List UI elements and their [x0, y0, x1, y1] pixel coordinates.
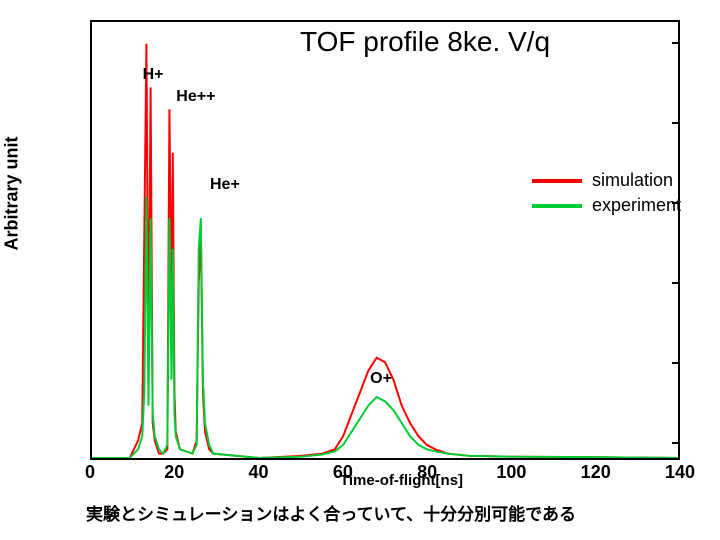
- y-tick-mark: [672, 442, 678, 444]
- x-tick: 40: [249, 462, 269, 483]
- y-tick-mark: [672, 282, 678, 284]
- caption-text: 実験とシミュレーションはよく合っていて、十分分別可能である: [86, 500, 576, 525]
- legend-item-simulation: simulation: [532, 170, 681, 191]
- legend: simulation experiment: [532, 170, 681, 220]
- y-tick-mark: [672, 122, 678, 124]
- plot-area: H+ He++ He+ O+ simulation experiment: [90, 20, 680, 460]
- y-tick-mark: [672, 362, 678, 364]
- peak-label: O+: [370, 370, 392, 388]
- chart-container: Arbitrary unit TOF profile 8ke. V/q H+He…: [0, 0, 720, 540]
- x-tick: 0: [85, 462, 95, 483]
- x-tick: 120: [581, 462, 611, 483]
- peak-label: He+: [210, 176, 240, 194]
- y-axis-label: Arbitrary unit: [2, 136, 23, 250]
- legend-label-simulation: simulation: [592, 170, 673, 191]
- legend-label-experiment: experiment: [592, 195, 681, 216]
- legend-item-experiment: experiment: [532, 195, 681, 216]
- series-experiment: [92, 196, 678, 458]
- legend-swatch-simulation: [532, 179, 582, 183]
- peak-label: He++: [176, 88, 215, 106]
- x-axis-label: Time-of-flight[ns]: [340, 472, 463, 489]
- x-tick: 140: [665, 462, 695, 483]
- x-tick: 20: [164, 462, 184, 483]
- y-tick-mark: [672, 42, 678, 44]
- x-tick: 100: [496, 462, 526, 483]
- peak-label: H+: [143, 66, 164, 84]
- legend-swatch-experiment: [532, 204, 582, 208]
